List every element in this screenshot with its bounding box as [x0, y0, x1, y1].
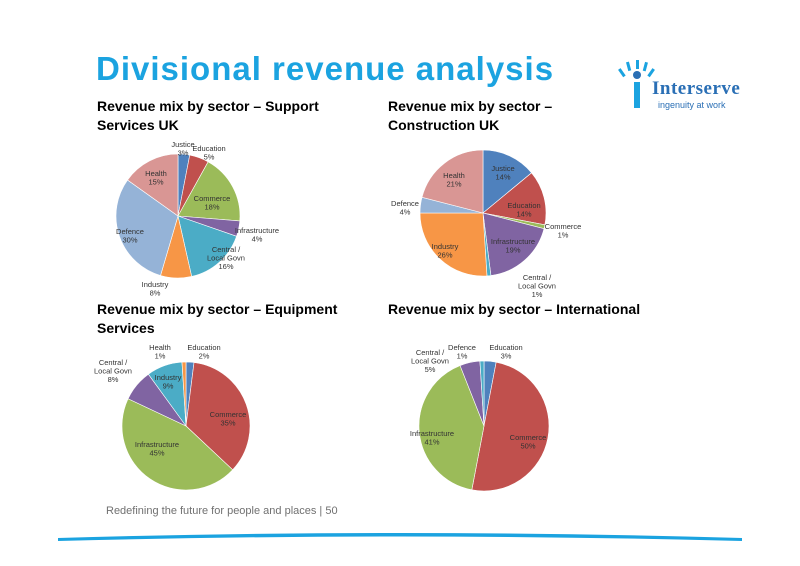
- slice-label-central-local-govn: Central / Local Govn 5%: [411, 348, 449, 374]
- pie-slice-defence: [115, 179, 179, 276]
- pie-equipment-services: Education 2% Commerce 35% Infrastructure 45% C…: [94, 343, 251, 491]
- slice-label-central-local-govn: Central / Local Govn 1%: [518, 273, 556, 299]
- logo-mark-icon: [618, 60, 655, 108]
- pie-slice-commerce: [177, 161, 241, 222]
- slice-label-justice: Justice 3%: [171, 140, 194, 158]
- chart-title-support-services: Revenue mix by sector – Support Services…: [97, 98, 319, 133]
- slice-label-education: Education 3%: [489, 343, 522, 361]
- slice-label-infrastructure: Infrastructure 4%: [235, 226, 279, 244]
- pie-construction: Justice 14% Education 14% Commerce 1% Infrastr…: [391, 149, 582, 299]
- slice-label-education: Education 5%: [192, 144, 225, 162]
- page-title: Divisional revenue analysis: [96, 50, 555, 87]
- pie-slice-central-local-govn: [177, 215, 237, 277]
- slice-label-defence: Defence 1%: [448, 343, 476, 361]
- chart-title-equipment-services: Revenue mix by sector – Equipment Servic…: [97, 301, 338, 336]
- slice-label-industry: Industry 26%: [432, 242, 459, 260]
- pie-slice-health: [127, 153, 179, 217]
- slice-label-health: Health 15%: [145, 169, 167, 187]
- pie-slice-infrastructure: [418, 365, 485, 491]
- slice-label-industry: Industry 9%: [155, 373, 182, 391]
- slice-label-defence: Defence 4%: [391, 199, 419, 217]
- pie-slice-infrastructure: [121, 398, 234, 491]
- slice-label-central-local-govn: Central / Local Govn 8%: [94, 358, 132, 384]
- slice-label-education: Education 14%: [507, 201, 540, 219]
- slice-label-justice: Justice 14%: [491, 164, 514, 182]
- slice-label-commerce: Commerce 35%: [210, 410, 247, 428]
- slice-label-infrastructure: Infrastructure 45%: [135, 440, 179, 458]
- footer-text: Redefining the future for people and pla…: [106, 505, 338, 517]
- slice-label-central-local-govn: Central / Local Govn 16%: [207, 245, 245, 271]
- chart-title-construction: Revenue mix by sector – Construction UK: [388, 98, 553, 133]
- chart-title-international: Revenue mix by sector – International: [388, 301, 641, 317]
- slice-label-infrastructure: Infrastructure 19%: [491, 237, 535, 255]
- pie-slice-commerce: [471, 361, 550, 492]
- logo-wordmark: Interserve: [652, 78, 741, 99]
- pie-slice-infrastructure: [482, 212, 545, 276]
- pie-slice-health: [181, 361, 187, 427]
- slice-label-commerce: Commerce 1%: [545, 222, 582, 240]
- logo-tagline: ingenuity at work: [658, 100, 726, 110]
- footer-accent-line: [58, 533, 742, 541]
- pie-slice-industry: [419, 212, 488, 277]
- slice-label-commerce: Commerce 50%: [510, 433, 547, 451]
- pie-slice-justice: [482, 149, 532, 214]
- pie-support-services: Justice 3% Education 5% Commerce 18%Infrastru…: [115, 140, 279, 298]
- pie-international: Education 3% Commerce 50% Infrastructure 41% C…: [410, 343, 550, 492]
- pie-slice-commerce: [185, 362, 251, 471]
- slice-label-industry: Industry 8%: [142, 280, 169, 298]
- slice-label-infrastructure: Infrastructure 41%: [410, 429, 454, 447]
- company-logo: Interserve ingenuity at work: [616, 58, 740, 114]
- slice-label-health: Health 21%: [443, 171, 465, 189]
- pie-slice-health: [421, 149, 484, 214]
- pie-slice-defence: [479, 360, 485, 427]
- slice-label-commerce: Commerce 18%: [194, 194, 231, 212]
- pie-slice-education: [482, 172, 547, 226]
- slice-label-education: Education 2%: [187, 343, 220, 361]
- slice-label-defence: Defence 30%: [116, 227, 144, 245]
- slice-label-health: Health 1%: [149, 343, 171, 361]
